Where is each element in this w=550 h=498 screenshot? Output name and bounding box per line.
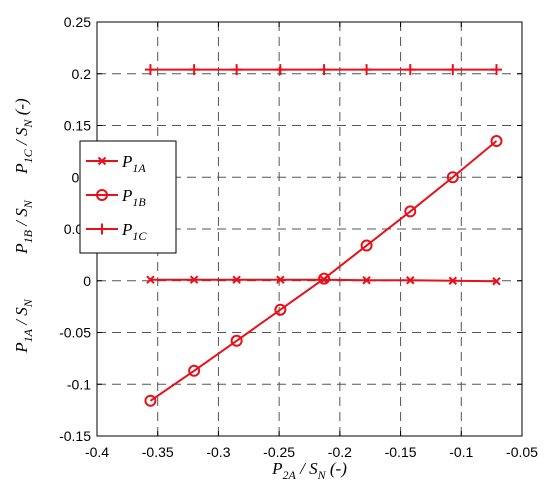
legend-marker-p1a: [97, 156, 107, 166]
series-layer: [144, 64, 503, 407]
x-tick-label: -0.15: [385, 444, 417, 460]
data-point-p1a: [276, 275, 285, 284]
data-point-p1c: [188, 64, 200, 76]
y-tick-label: 0.15: [64, 118, 91, 134]
legend-label-p1a: P1A: [121, 152, 146, 175]
legend-label-p1b: P1B: [121, 186, 146, 209]
x-tick-label: -0.35: [142, 444, 174, 460]
legend-box: [79, 140, 177, 254]
data-point-p1c: [274, 64, 286, 76]
data-point-p1a: [492, 277, 501, 286]
data-point-p1a: [146, 275, 155, 284]
data-point-p1b: [144, 394, 157, 407]
y-tick-label: -0.05: [59, 325, 91, 341]
legend-label-p1c: P1C: [121, 220, 147, 243]
data-point-p1a: [362, 276, 371, 285]
data-point-p1c: [447, 64, 459, 76]
y-axis-label-p1a: P1A / SN: [12, 298, 35, 353]
legend-marker-p1c: [96, 223, 108, 235]
axis-ticks: -0.4 -0.35 -0.3 -0.25 -0.2 -0.15 -0.1 -0.05 -0.1…: [59, 14, 538, 460]
y-tick-label: 0.2: [72, 66, 92, 82]
data-point-p1b: [404, 205, 417, 218]
y-tick-label: -0.15: [59, 428, 91, 444]
data-point-p1c: [144, 64, 156, 76]
x-tick-label: -0.05: [506, 444, 538, 460]
data-point-p1a: [448, 276, 457, 285]
y-axis-label: P1A / SN P1B / SN P1C / SN (-): [12, 98, 35, 354]
y-axis-label-p1b: P1B / SN: [12, 199, 35, 254]
data-point-p1b: [446, 171, 459, 184]
grid-lines: [97, 22, 522, 436]
legend: P1A P1B P1C: [79, 140, 177, 254]
data-point-p1b: [318, 272, 331, 285]
x-tick-label: -0.2: [328, 444, 352, 460]
data-point-p1a: [406, 276, 415, 285]
data-point-p1b: [490, 135, 503, 148]
data-point-p1c: [361, 64, 373, 76]
series-line-p1b: [149, 140, 498, 402]
data-point-p1c: [231, 64, 243, 76]
y-tick-label: 0.25: [64, 14, 91, 30]
x-tick-label: -0.4: [85, 444, 109, 460]
data-point-p1a: [189, 275, 199, 284]
x-tick-label: -0.1: [449, 444, 473, 460]
data-point-p1b: [274, 303, 287, 316]
legend-marker-p1b: [96, 189, 108, 201]
data-point-p1a: [232, 275, 241, 284]
x-tick-label: -0.3: [206, 444, 230, 460]
data-point-p1b: [230, 334, 243, 347]
data-point-p1c: [318, 64, 330, 76]
y-tick-label: -0.1: [67, 376, 91, 392]
data-point-p1b: [360, 239, 373, 252]
data-point-p1c: [491, 64, 502, 76]
data-point-p1b: [188, 364, 201, 377]
y-tick-label: 0: [83, 273, 91, 289]
x-tick-label: -0.25: [263, 444, 295, 460]
x-axis-label: P2A / SN (-): [271, 459, 347, 482]
y-axis-label-p1c: P1C / SN (-): [12, 98, 35, 175]
data-point-p1c: [404, 64, 416, 76]
